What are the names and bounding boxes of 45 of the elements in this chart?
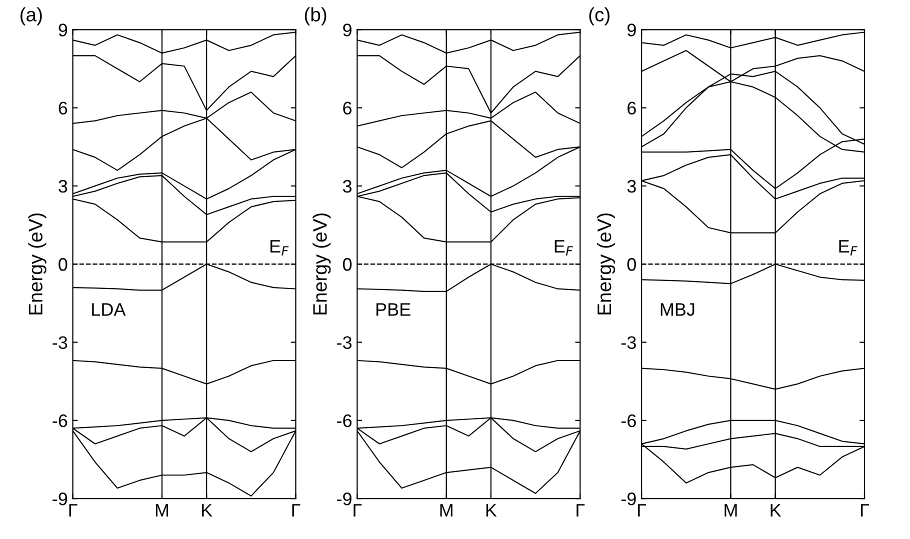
x-tick-label: Γ	[861, 504, 869, 517]
x-tick-label: Γ	[576, 504, 585, 517]
chart-title: (c)	[589, 7, 610, 26]
y-tick-label: 3	[342, 180, 352, 193]
y-tick-label: -6	[52, 414, 68, 428]
y-tick-label: 0	[627, 258, 636, 271]
y-tick-label: -9	[621, 492, 636, 506]
x-tick-label: Γ	[638, 504, 646, 517]
y-tick-label: 9	[58, 24, 68, 36]
x-tick-label: M	[440, 504, 452, 517]
y-tick-label: 6	[628, 102, 636, 115]
y-tick-label: 3	[58, 180, 68, 193]
y-axis-title: Energy (eV)	[312, 213, 331, 314]
x-tick-label: M	[156, 504, 168, 517]
y-tick-label: -3	[337, 336, 352, 349]
x-tick-label: Γ	[354, 504, 362, 517]
y-tick-label: 3	[627, 180, 636, 193]
ref-line-label: E$_{F}$	[839, 240, 858, 256]
y-tick-label: 9	[627, 24, 636, 36]
x-tick-label: Γ	[292, 504, 300, 517]
y-tick-label: -6	[337, 414, 352, 428]
y-tick-label: 6	[343, 102, 352, 115]
y-tick-label: -3	[621, 336, 636, 349]
x-tick-label: M	[724, 504, 737, 517]
annotation: PBE	[376, 303, 410, 316]
y-tick-label: 0	[58, 258, 68, 271]
y-tick-label: -9	[337, 492, 352, 506]
annotation: LDA	[92, 303, 126, 316]
chart-title: (a)	[20, 7, 42, 26]
y-axis-title: Energy (eV)	[596, 213, 616, 314]
x-tick-label: Γ	[69, 504, 78, 517]
ref-line-label: E$_{F}$	[554, 240, 574, 256]
y-tick-label: -9	[52, 492, 68, 506]
x-tick-label: K	[486, 504, 497, 517]
y-axis-title: Energy (eV)	[28, 213, 46, 314]
x-tick-label: K	[770, 504, 782, 517]
chart-title: (b)	[304, 7, 326, 26]
ref-line-label: E$_{F}$	[270, 240, 289, 256]
y-tick-label: -6	[621, 414, 636, 428]
x-tick-label: K	[202, 504, 212, 517]
y-tick-label: 0	[342, 258, 352, 271]
annotation: MBJ	[660, 303, 694, 316]
y-tick-label: 6	[58, 102, 68, 115]
y-tick-label: -3	[52, 336, 68, 349]
y-tick-label: 9	[343, 24, 352, 36]
